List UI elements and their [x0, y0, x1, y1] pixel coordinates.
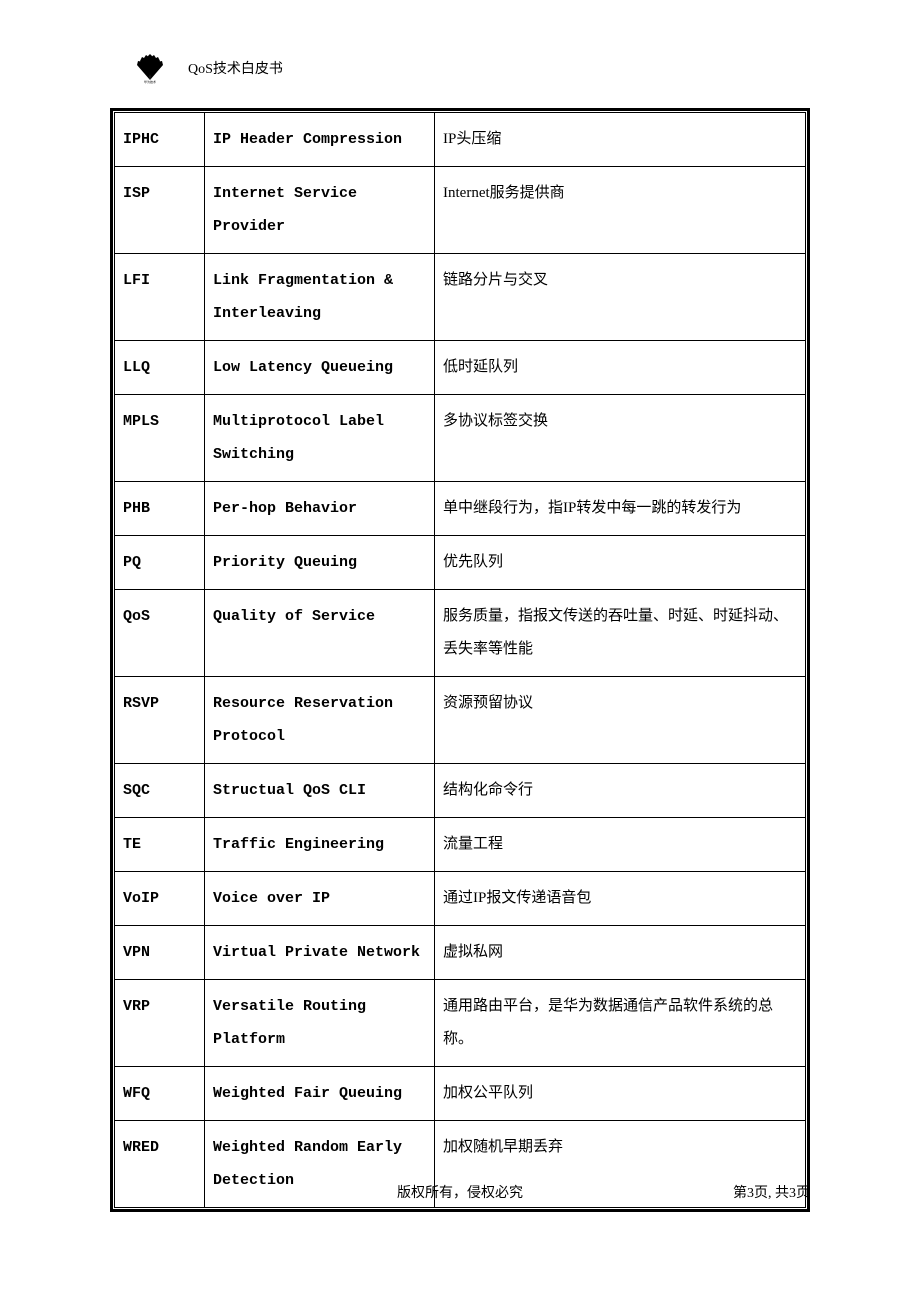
abbr-cell: IPHC: [115, 113, 205, 167]
table-row: TETraffic Engineering流量工程: [115, 818, 806, 872]
fullname-cell: Resource Reservation Protocol: [205, 677, 435, 764]
table-row: VoIPVoice over IP通过IP报文传递语音包: [115, 872, 806, 926]
fullname-cell: Quality of Service: [205, 590, 435, 677]
chinese-cell: 资源预留协议: [435, 677, 806, 764]
fullname-cell: Per-hop Behavior: [205, 482, 435, 536]
table-row: WFQWeighted Fair Queuing加权公平队列: [115, 1067, 806, 1121]
chinese-cell: 流量工程: [435, 818, 806, 872]
table-row: ISPInternet Service ProviderInternet服务提供…: [115, 167, 806, 254]
chinese-cell: 优先队列: [435, 536, 806, 590]
abbr-cell: TE: [115, 818, 205, 872]
table-row: VRPVersatile Routing Platform通用路由平台，是华为数…: [115, 980, 806, 1067]
abbr-cell: ISP: [115, 167, 205, 254]
table-row: SQCStructual QoS CLI结构化命令行: [115, 764, 806, 818]
fullname-cell: Versatile Routing Platform: [205, 980, 435, 1067]
svg-text:华为技术: 华为技术: [144, 79, 156, 84]
fullname-cell: Voice over IP: [205, 872, 435, 926]
fullname-cell: Link Fragmentation & Interleaving: [205, 254, 435, 341]
abbr-cell: VoIP: [115, 872, 205, 926]
table-row: QoSQuality of Service服务质量，指报文传送的吞吐量、时延、时…: [115, 590, 806, 677]
fullname-cell: Multiprotocol Label Switching: [205, 395, 435, 482]
table-row: LFILink Fragmentation & Interleaving链路分片…: [115, 254, 806, 341]
footer-copyright: 版权所有，侵权必究: [397, 1182, 523, 1202]
fullname-cell: Low Latency Queueing: [205, 341, 435, 395]
abbr-cell: QoS: [115, 590, 205, 677]
abbr-cell: SQC: [115, 764, 205, 818]
abbr-cell: PQ: [115, 536, 205, 590]
page-footer: 版权所有，侵权必究 第3页, 共3页: [110, 1182, 810, 1202]
chinese-cell: 结构化命令行: [435, 764, 806, 818]
table-row: VPNVirtual Private Network虚拟私网: [115, 926, 806, 980]
table-row: PHBPer-hop Behavior单中继段行为，指IP转发中每一跳的转发行为: [115, 482, 806, 536]
chinese-cell: 多协议标签交换: [435, 395, 806, 482]
chinese-cell: 加权公平队列: [435, 1067, 806, 1121]
fullname-cell: Structual QoS CLI: [205, 764, 435, 818]
table-row: RSVPResource Reservation Protocol资源预留协议: [115, 677, 806, 764]
table-outer-border: IPHCIP Header CompressionIP头压缩ISPInterne…: [110, 108, 810, 1212]
abbr-cell: PHB: [115, 482, 205, 536]
chinese-cell: 链路分片与交叉: [435, 254, 806, 341]
fullname-cell: Traffic Engineering: [205, 818, 435, 872]
fullname-cell: Priority Queuing: [205, 536, 435, 590]
chinese-cell: 低时延队列: [435, 341, 806, 395]
glossary-table: IPHCIP Header CompressionIP头压缩ISPInterne…: [114, 112, 806, 1208]
abbr-cell: WFQ: [115, 1067, 205, 1121]
abbr-cell: LFI: [115, 254, 205, 341]
fullname-cell: Internet Service Provider: [205, 167, 435, 254]
chinese-cell: 服务质量，指报文传送的吞吐量、时延、时延抖动、丢失率等性能: [435, 590, 806, 677]
abbr-cell: LLQ: [115, 341, 205, 395]
table-row: IPHCIP Header CompressionIP头压缩: [115, 113, 806, 167]
chinese-cell: Internet服务提供商: [435, 167, 806, 254]
table-row: PQPriority Queuing优先队列: [115, 536, 806, 590]
abbr-cell: RSVP: [115, 677, 205, 764]
table-row: MPLSMultiprotocol Label Switching多协议标签交换: [115, 395, 806, 482]
chinese-cell: 通用路由平台，是华为数据通信产品软件系统的总称。: [435, 980, 806, 1067]
document-title: QoS技术白皮书: [188, 58, 283, 78]
footer-page-info: 第3页, 共3页: [733, 1182, 810, 1202]
fullname-cell: IP Header Compression: [205, 113, 435, 167]
document-header: 华为技术 QoS技术白皮书: [130, 52, 283, 84]
glossary-table-container: IPHCIP Header CompressionIP头压缩ISPInterne…: [110, 108, 810, 1212]
abbr-cell: VRP: [115, 980, 205, 1067]
fullname-cell: Virtual Private Network: [205, 926, 435, 980]
chinese-cell: IP头压缩: [435, 113, 806, 167]
abbr-cell: MPLS: [115, 395, 205, 482]
abbr-cell: VPN: [115, 926, 205, 980]
table-row: LLQLow Latency Queueing低时延队列: [115, 341, 806, 395]
huawei-logo-icon: 华为技术: [130, 52, 170, 84]
chinese-cell: 通过IP报文传递语音包: [435, 872, 806, 926]
chinese-cell: 虚拟私网: [435, 926, 806, 980]
fullname-cell: Weighted Fair Queuing: [205, 1067, 435, 1121]
chinese-cell: 单中继段行为，指IP转发中每一跳的转发行为: [435, 482, 806, 536]
